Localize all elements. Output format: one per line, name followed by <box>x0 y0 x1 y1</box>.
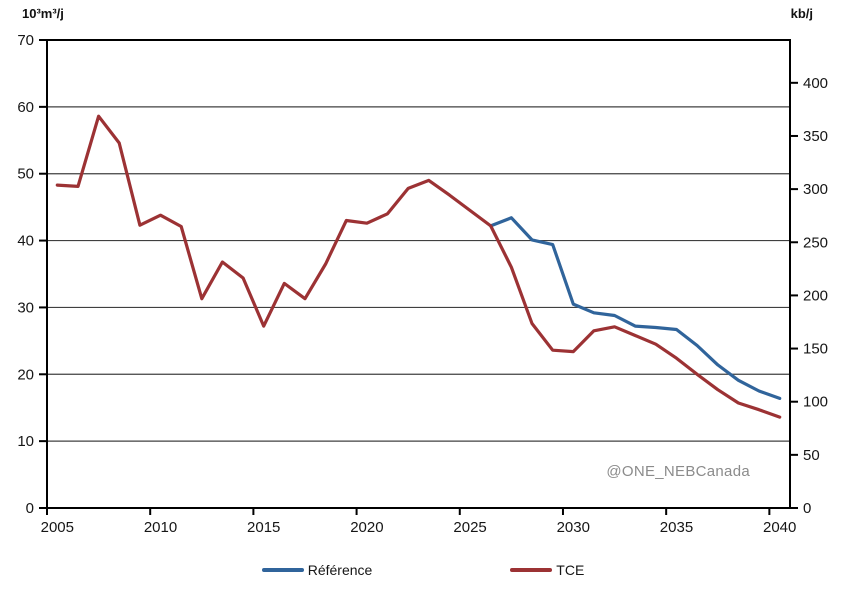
right-axis-tick-label: 150 <box>803 341 828 358</box>
left-axis-tick-label: 0 <box>26 500 34 517</box>
right-axis-tick-label: 250 <box>803 234 828 251</box>
x-axis-tick-label: 2015 <box>247 519 280 536</box>
chart-legend: Référence TCE <box>0 562 846 578</box>
x-axis-tick-label: 2030 <box>557 519 590 536</box>
left-axis-tick-label: 70 <box>17 32 34 49</box>
tce-line-swatch <box>510 568 553 572</box>
right-axis-tick-label: 200 <box>803 287 828 304</box>
legend-item-reference: Référence <box>261 562 373 578</box>
left-axis-tick-label: 50 <box>17 166 34 183</box>
right-axis-tick-label: 0 <box>803 500 811 517</box>
x-axis-tick-label: 2020 <box>350 519 383 536</box>
right-axis-tick-label: 300 <box>803 181 828 198</box>
left-axis-unit-label: 10³m³/j <box>22 6 64 21</box>
left-axis-tick-label: 30 <box>17 299 34 316</box>
legend-label-reference: Référence <box>307 562 373 578</box>
right-axis-tick-label: 350 <box>803 128 828 145</box>
right-axis-tick-label: 50 <box>803 447 820 464</box>
watermark-text: @ONE_NEBCanada <box>606 463 750 480</box>
x-axis-tick-label: 2005 <box>41 519 74 536</box>
reference-line-swatch <box>261 568 304 572</box>
series-line-tce <box>55 114 782 419</box>
x-axis-tick-label: 2025 <box>453 519 486 536</box>
left-axis-tick-label: 60 <box>17 99 34 116</box>
left-axis-tick-label: 10 <box>17 433 34 450</box>
line-chart: 0102030405060700501001502002503003504002… <box>17 32 828 536</box>
plot-border <box>46 39 791 509</box>
x-axis-tick-label: 2040 <box>763 519 796 536</box>
right-axis-tick-label: 100 <box>803 394 828 411</box>
legend-label-tce: TCE <box>556 562 585 578</box>
left-axis-tick-label: 20 <box>17 366 34 383</box>
right-axis-unit-label: kb/j <box>790 6 813 21</box>
right-axis-tick-label: 400 <box>803 75 828 92</box>
legend-item-tce: TCE <box>510 562 584 578</box>
x-axis-tick-label: 2035 <box>660 519 693 536</box>
left-axis-tick-label: 40 <box>17 233 34 250</box>
series-line-reference <box>489 216 782 400</box>
x-axis-tick-label: 2010 <box>144 519 177 536</box>
